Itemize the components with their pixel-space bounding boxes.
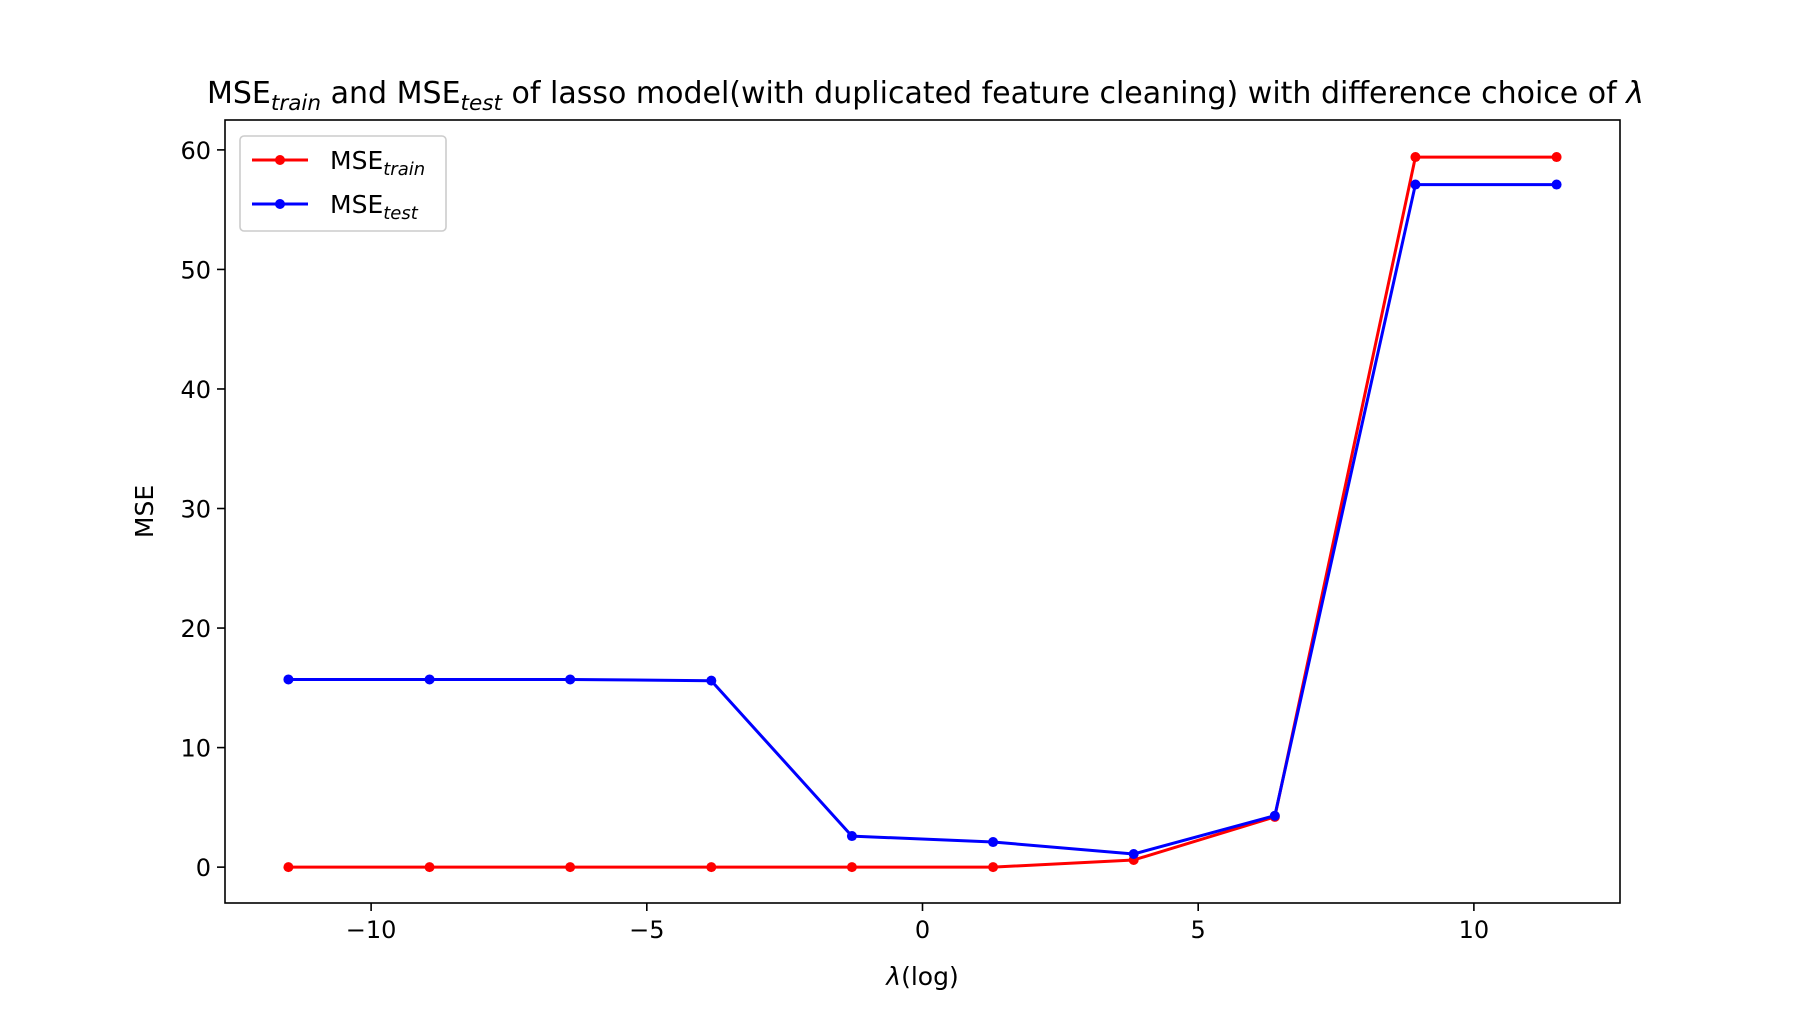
chart-title-text-part: λ: [1624, 76, 1644, 111]
data-point-train: [988, 862, 999, 873]
x-tick-label: −10: [346, 916, 397, 944]
data-point-test: [1551, 179, 1562, 190]
data-point-train: [283, 862, 294, 873]
legend-label: MSEtrain: [330, 146, 425, 180]
chart-title: MSEtrain and MSEtest of lasso model(with…: [207, 76, 1644, 116]
x-axis-label-text: λ(log): [884, 962, 958, 991]
y-tick-label: 60: [180, 137, 211, 165]
chart-title-text-part: and MSE: [321, 76, 460, 111]
data-point-train: [565, 862, 576, 873]
x-tick-label: −5: [629, 916, 664, 944]
legend-item-train: MSEtrain: [252, 146, 425, 180]
data-point-train: [1410, 152, 1421, 163]
data-point-train: [424, 862, 435, 873]
x-tick-label: 0: [915, 916, 930, 944]
legend-swatch-marker: [275, 155, 285, 165]
data-point-test: [846, 831, 857, 842]
data-point-test: [706, 675, 717, 686]
legend-swatch-marker: [275, 199, 285, 209]
legend-label: MSEtest: [330, 190, 419, 224]
legend-label-sub: train: [383, 159, 425, 180]
data-point-test: [1128, 848, 1139, 859]
y-tick-label: 40: [180, 376, 211, 404]
data-point-test: [565, 674, 576, 685]
y-tick-label: 10: [180, 735, 211, 763]
y-tick-label: 0: [196, 854, 211, 882]
y-axis-label: MSE: [130, 485, 159, 538]
legend-label-sub: test: [383, 203, 419, 224]
chart-title-text-part: test: [461, 91, 504, 116]
y-axis: 0 10 20 30 40 50 60: [180, 137, 225, 882]
data-point-test: [1269, 810, 1280, 821]
series-line-test: [288, 183, 1557, 856]
legend-label-base: MSE: [330, 146, 383, 175]
data-point-train: [1551, 152, 1562, 163]
x-tick-label: 10: [1459, 916, 1490, 944]
data-point-train: [846, 862, 857, 873]
legend-item-test: MSEtest: [252, 190, 419, 224]
data-point-test: [1410, 179, 1421, 190]
data-point-test: [283, 674, 294, 685]
data-point-train: [706, 862, 717, 873]
series-test: [283, 179, 1562, 859]
x-axis: −10 −5 0 5 10: [346, 903, 1489, 944]
series-line-train: [288, 155, 1557, 869]
y-tick-label: 30: [180, 496, 211, 524]
y-tick-label: 50: [180, 256, 211, 284]
x-axis-label-text-part: λ: [884, 962, 901, 991]
x-tick-label: 5: [1191, 916, 1206, 944]
chart-title-text: MSEtrain and MSEtest of lasso model(with…: [207, 76, 1644, 116]
chart-title-text-part: MSE: [207, 76, 271, 111]
x-axis-label: λ(log): [884, 962, 958, 991]
data-point-test: [988, 837, 999, 848]
y-tick-label: 20: [180, 615, 211, 643]
chart-title-text-part: of lasso model(with duplicated feature c…: [502, 76, 1626, 111]
series-group: [283, 152, 1562, 873]
data-point-test: [424, 674, 435, 685]
chart-title-text-part: train: [271, 91, 321, 116]
legend-label-base: MSE: [330, 190, 383, 219]
x-axis-label-text-part: (log): [901, 962, 959, 991]
